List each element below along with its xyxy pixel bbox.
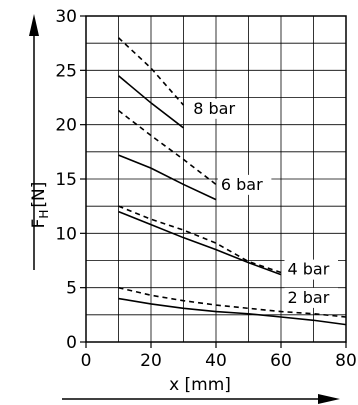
series-6-bar-dashed: [118, 109, 217, 186]
annotation-label: 2 bar: [288, 288, 330, 307]
x-direction-arrow: [62, 394, 340, 404]
annotations: 8 bar 6 bar 4 bar 2 bar: [190, 98, 338, 308]
annotation-background: [190, 98, 244, 119]
annotation-label: 6 bar: [221, 175, 263, 194]
y-tick-label: 30: [55, 7, 77, 27]
annotation-background: [217, 174, 272, 195]
y-tick-label: 15: [55, 170, 77, 190]
y-tick-labels: 0 5 10 15 20 25 30: [55, 7, 86, 353]
x-tick-label: 40: [205, 351, 227, 371]
y-axis-label-main: F: [29, 219, 49, 229]
y-tick-label: 0: [66, 333, 77, 353]
series-lines: [117, 37, 347, 326]
series-8-bar-solid: [117, 75, 184, 129]
grid: [86, 16, 346, 342]
series-6-bar-solid: [118, 154, 217, 201]
y-tick-label: 20: [55, 116, 77, 136]
y-axis-label: FH [N]: [29, 182, 51, 229]
y-axis-label-unit: [N]: [29, 182, 49, 208]
annotation-6-bar: 6 bar: [217, 174, 272, 195]
y-tick-label: 25: [55, 61, 77, 81]
annotation-background: [284, 259, 338, 280]
annotation-background: [284, 287, 338, 308]
y-tick-label: 5: [66, 279, 77, 299]
x-tick-label: 0: [81, 351, 92, 371]
annotation-label: 8 bar: [193, 99, 235, 118]
y-axis-label-sub: H: [37, 210, 51, 219]
x-tick-labels: 0 20 40 60 80: [81, 342, 357, 371]
series-4-bar-solid: [118, 210, 282, 276]
annotation-2-bar: 2 bar: [284, 287, 338, 308]
series-4-bar-dashed: [118, 205, 282, 274]
x-tick-label: 20: [140, 351, 162, 371]
x-tick-label: 60: [270, 351, 292, 371]
annotation-8-bar: 8 bar: [190, 98, 244, 119]
y-direction-arrow: [29, 14, 39, 270]
series-2-bar-dashed: [118, 286, 347, 318]
annotation-label: 4 bar: [288, 260, 330, 279]
y-tick-label: 10: [55, 224, 77, 244]
x-axis-label: x [mm]: [169, 375, 231, 395]
x-tick-label: 80: [335, 351, 357, 371]
series-2-bar-solid: [118, 297, 347, 326]
annotation-4-bar: 4 bar: [284, 259, 338, 280]
